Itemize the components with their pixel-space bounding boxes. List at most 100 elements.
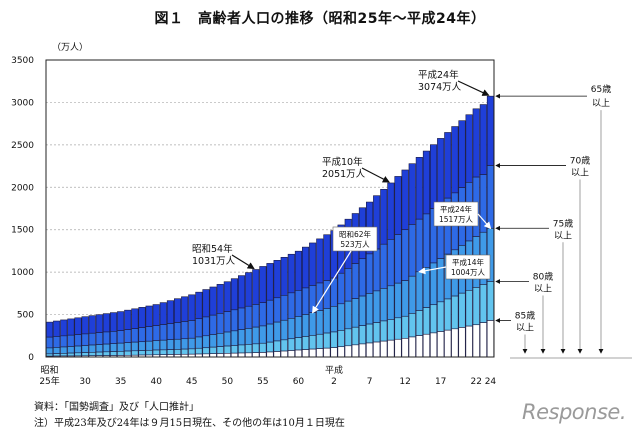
x-tick-label: 24: [485, 377, 497, 387]
annotation-box: [433, 201, 479, 227]
bar-segment-4: [316, 348, 324, 358]
bar-segment-2: [117, 342, 125, 352]
watermark-logo: Response.: [522, 400, 626, 424]
bar-segment-3: [117, 351, 125, 356]
bar-segment-0: [230, 278, 238, 311]
bar-segment-1: [102, 331, 110, 345]
bar-segment-1: [60, 335, 68, 348]
bar-segment-3: [166, 349, 174, 355]
bar-segment-3: [323, 332, 331, 349]
bar-segment-4: [301, 349, 310, 358]
x-tick-label: 55: [257, 377, 268, 387]
annotation-arrow: [361, 167, 390, 183]
bar-segment-4: [479, 322, 487, 358]
bar-segment-3: [174, 349, 182, 355]
x-tick-label: 45: [186, 377, 197, 387]
bar-segment-1: [138, 327, 146, 343]
bar-segment-3: [479, 284, 487, 323]
bar-segment-0: [145, 305, 153, 327]
bar-segment-0: [245, 272, 253, 307]
bar-segment-1: [174, 322, 182, 340]
bar-segment-3: [223, 345, 231, 354]
x-tick-label: 2: [331, 377, 337, 387]
bar-segment-0: [216, 284, 224, 314]
annotation-value: 1517万人: [439, 215, 474, 224]
bar-segment-4: [344, 345, 352, 358]
annotation-arrow: [457, 80, 490, 96]
bar-segment-3: [110, 351, 118, 356]
y-tick-label: 1000: [11, 268, 34, 278]
y-tick-label: 2000: [11, 183, 34, 193]
bar-segment-0: [394, 176, 402, 235]
bar-segment-0: [458, 120, 466, 188]
bar-segment-4: [245, 352, 253, 358]
bar-segment-3: [74, 352, 82, 357]
bar-segment-4: [373, 341, 381, 358]
bar-segment-2: [238, 329, 246, 346]
bar-segment-2: [387, 285, 395, 320]
legend-label: 70歳: [570, 155, 590, 167]
bar-segment-0: [252, 269, 260, 305]
annotation-value: 1004万人: [451, 268, 486, 277]
bar-segment-3: [444, 298, 452, 331]
bar-segment-2: [230, 330, 238, 346]
bar-segment-1: [202, 316, 210, 337]
bar-segment-2: [67, 346, 75, 354]
bar-segment-1: [67, 334, 75, 347]
legend-label: 以上: [592, 98, 610, 109]
bar-segment-3: [238, 344, 246, 354]
x-tick-label: 30: [79, 377, 91, 387]
annotation-arrow: [312, 250, 352, 314]
bar-segment-3: [188, 348, 196, 355]
bar-segment-4: [266, 351, 274, 358]
bar-segment-4: [351, 344, 359, 358]
legend-label: 以上: [554, 230, 572, 241]
bar-segment-2: [124, 342, 132, 352]
bar-segment-4: [323, 347, 331, 358]
bar-segment-1: [209, 314, 217, 335]
x-tick-label: 60: [293, 377, 305, 387]
bar-segment-3: [60, 353, 68, 357]
bar-segment-2: [95, 344, 103, 353]
bar-segment-0: [110, 312, 118, 332]
bar-segment-0: [465, 114, 473, 183]
bar-segment-4: [273, 351, 281, 358]
bar-segment-1: [245, 305, 253, 329]
bar-segment-3: [287, 338, 295, 351]
legend-label: 80歳: [533, 270, 553, 282]
bar-segment-4: [387, 339, 395, 358]
annotation-value: 2051万人: [322, 169, 366, 180]
bar-segment-3: [202, 347, 210, 355]
bar-segment-3: [337, 330, 345, 348]
bar-segment-1: [195, 318, 203, 338]
bar-segment-3: [316, 333, 324, 349]
bar-segment-1: [117, 330, 125, 344]
bar-segment-4: [309, 348, 317, 358]
plot-frame: [45, 59, 495, 358]
bar-segment-0: [301, 246, 310, 289]
bar-segment-0: [195, 291, 203, 320]
bar-segment-3: [81, 352, 89, 357]
bar-segment-2: [415, 271, 423, 311]
bar-segment-1: [287, 292, 295, 319]
bar-segment-0: [131, 308, 139, 329]
legend-label: 以上: [571, 168, 589, 179]
bar-segment-4: [451, 328, 459, 358]
bar-segment-2: [131, 341, 139, 352]
bar-segment-1: [351, 263, 359, 299]
y-tick-label: 1500: [11, 226, 34, 236]
annotation-label: 平成14年: [452, 257, 485, 267]
bar-segment-0: [309, 242, 317, 286]
bar-segment-0: [238, 275, 246, 309]
bar-segment-4: [458, 327, 466, 358]
bar-segment-1: [216, 313, 224, 334]
bar-segment-4: [408, 336, 416, 358]
bar-segment-0: [294, 250, 303, 291]
bar-segment-3: [266, 341, 274, 353]
bar-segment-3: [245, 344, 253, 354]
bar-segment-1: [223, 311, 231, 333]
bar-segment-4: [238, 352, 246, 358]
bar-segment-0: [95, 314, 103, 333]
annotation-arrow: [418, 266, 447, 275]
y-tick-label: 500: [17, 311, 34, 321]
